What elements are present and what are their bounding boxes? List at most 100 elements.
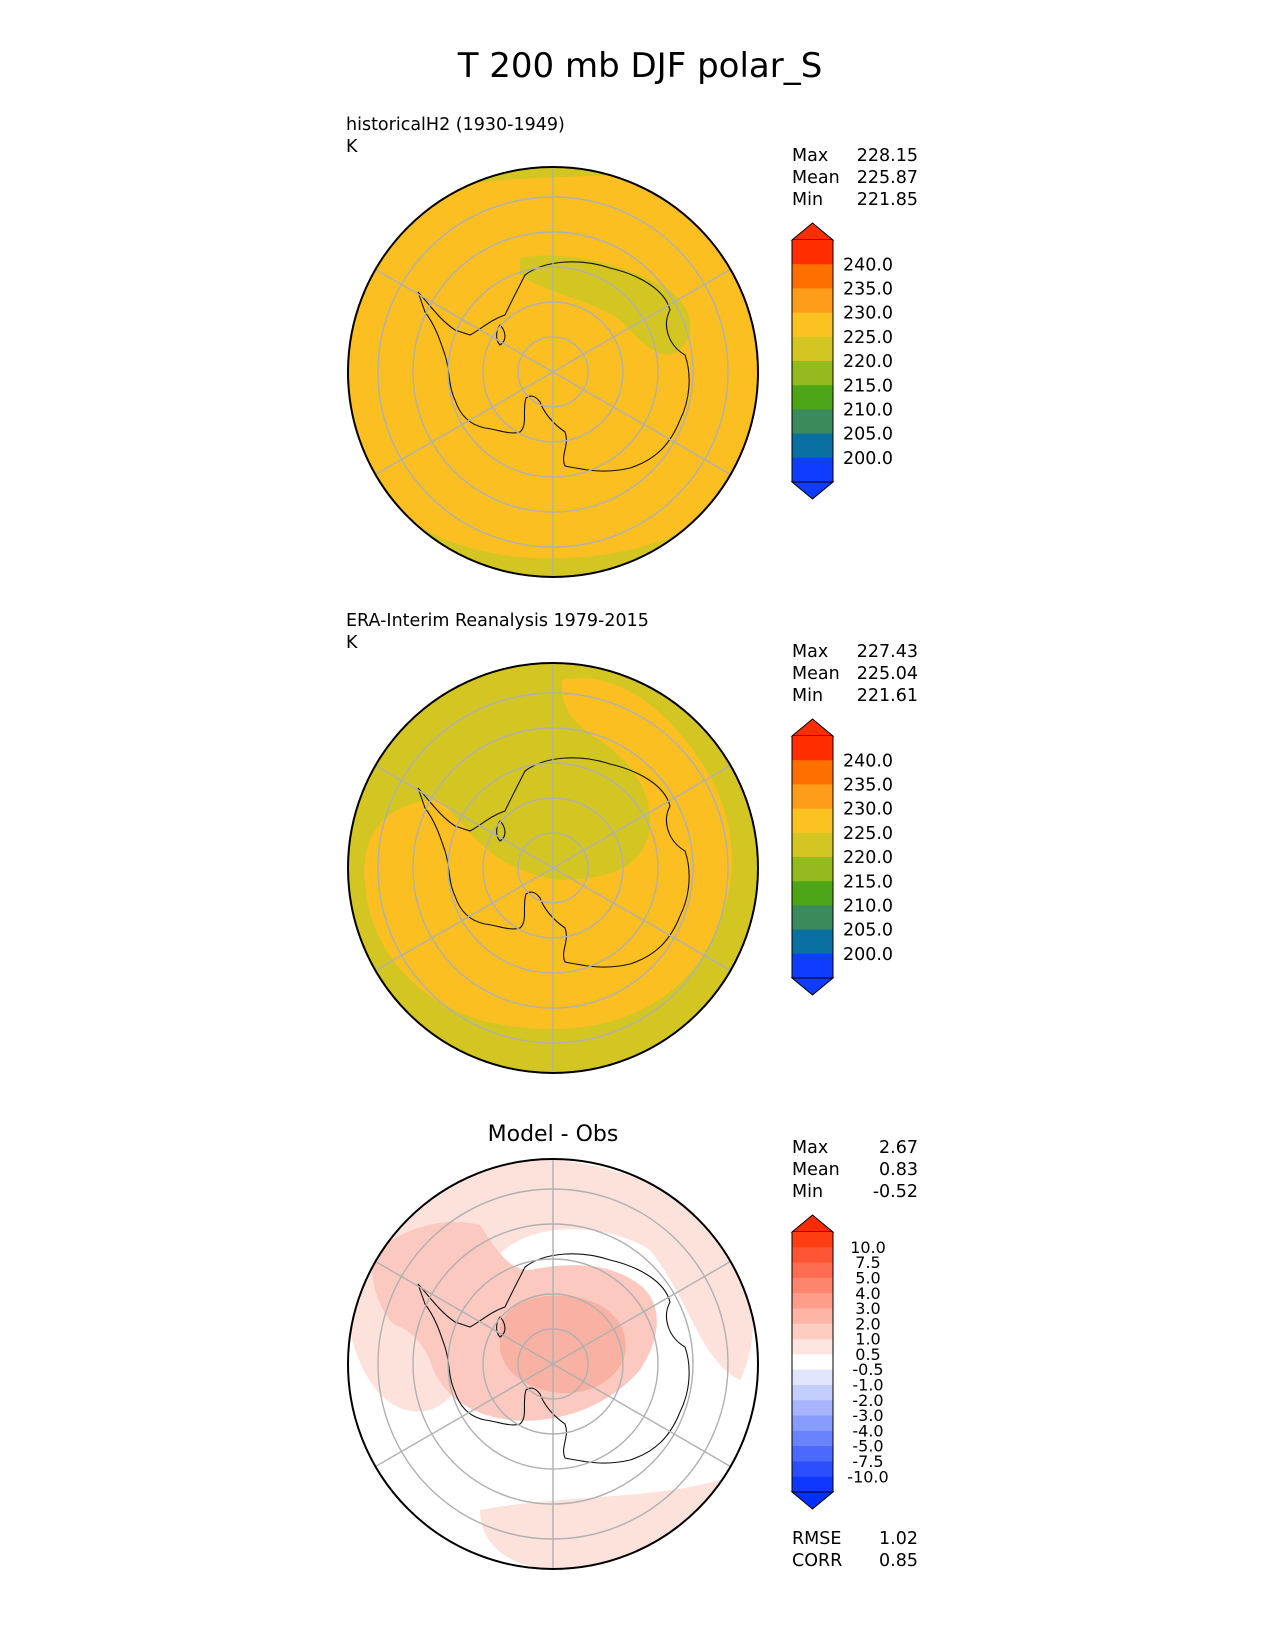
stat-mean-label: Mean [792,1160,840,1180]
colorbar-swatch [792,929,833,955]
colorbar-swatch [792,1476,833,1493]
colorbar-tick-label: 205.0 [843,425,893,445]
panel-model: historicalH2 (1930-1949) K Max 228.15 Me… [346,115,918,578]
colorbar-tick-label: 3.0 [855,1299,880,1318]
colorbar-tick-labels: 10.07.55.04.03.02.01.00.5-0.5-1.0-2.0-3.… [847,1238,888,1486]
colorbar-tick-label: 215.0 [843,872,893,892]
colorbar-tick-labels: 240.0 235.0 230.0 225.0 220.0 215.0 210.0 205.0… [843,255,893,469]
colorbar-tick-label: 235.0 [843,776,893,796]
colorbar-tick-label: -7.5 [852,1452,883,1471]
panel-model-units: K [346,137,358,157]
graticule [375,1159,731,1569]
stat-max-label: Max [792,1138,828,1158]
colorbar-swatch [792,857,833,882]
panel-obs-colorbar: 240.0 235.0 230.0 225.0 220.0 215.0 210.0 205.0… [790,718,893,996]
stat-min-label: Min [792,190,823,210]
stat-min-value: -0.52 [873,1182,918,1202]
colorbar-tick-label: -1.0 [852,1376,883,1395]
stat-mean-value: 0.83 [879,1160,918,1180]
panel-obs: ERA-Interim Reanalysis 1979-2015 K Max 2… [346,611,918,1074]
panel-diff: Model - Obs Max 2.67 Mean 0.83 Min -0.52 [347,1122,918,1571]
colorbar-extend-top [790,222,835,241]
stat-min-label: Min [792,1182,823,1202]
colorbar-swatch [792,1415,833,1432]
colorbar-swatch [792,1308,833,1325]
colorbar-swatch [792,1247,833,1264]
colorbar-tick-label: 2.0 [855,1314,880,1333]
stat-max-value: 2.67 [879,1138,918,1158]
colorbar-tick-label: 7.5 [855,1253,880,1272]
colorbar-tick-label: 225.0 [843,328,893,348]
stat-corr-label: CORR [792,1551,842,1571]
stat-rmse-label: RMSE [792,1529,841,1549]
colorbar-swatches [790,222,835,500]
colorbar-swatch [792,288,833,314]
colorbar-extend-top [790,1214,835,1233]
colorbar-tick-label: 10.0 [850,1238,886,1257]
colorbar-tick-label: 235.0 [843,280,893,300]
stat-min-value: 221.85 [857,190,918,210]
map-field-strong [500,1295,626,1394]
colorbar-tick-label: 215.0 [843,376,893,396]
colorbar-tick-label: 225.0 [843,824,893,844]
panel-model-colorbar: 240.0 235.0 230.0 225.0 220.0 215.0 210.0 205.0… [790,222,893,500]
figure-title: T 200 mb DJF polar_S [457,46,823,86]
colorbar-tick-label: 230.0 [843,304,893,324]
panel-diff-stats: Max 2.67 Mean 0.83 Min -0.52 [792,1138,918,1202]
stat-corr-value: 0.85 [879,1551,918,1571]
colorbar-swatch [792,264,833,289]
colorbar-tick-label: 205.0 [843,921,893,941]
colorbar-swatches [790,1214,835,1510]
colorbar-tick-label: -2.0 [852,1391,883,1410]
colorbar-extend-bottom [790,977,835,996]
colorbar-swatch [792,361,833,386]
colorbar-tick-label: 240.0 [843,751,893,771]
graticule [375,663,731,1073]
panel-diff-map [347,1158,759,1570]
stat-max-value: 227.43 [857,642,918,662]
colorbar-swatches [790,718,835,996]
colorbar-extend-top [790,718,835,737]
panel-obs-stats: Max 227.43 Mean 225.04 Min 221.61 [792,642,918,706]
colorbar-tick-labels: 240.0 235.0 230.0 225.0 220.0 215.0 210.0 205.0… [843,751,893,965]
panel-obs-map [347,662,759,1074]
stat-min-label: Min [792,686,823,706]
stat-mean-value: 225.04 [857,664,918,684]
colorbar-swatch [792,1293,833,1309]
colorbar-swatch [792,1354,833,1371]
colorbar-tick-label: 5.0 [855,1268,880,1287]
stat-max-value: 228.15 [857,146,918,166]
colorbar-swatch [792,240,833,265]
colorbar-tick-label: 200.0 [843,449,893,469]
panel-model-stats: Max 228.15 Mean 225.87 Min 221.85 [792,146,918,210]
colorbar-swatch [792,312,833,338]
colorbar-swatch [792,336,833,362]
colorbar-swatch [792,1400,833,1417]
stat-mean-label: Mean [792,664,840,684]
colorbar-swatch [792,1339,833,1355]
colorbar-extend-bottom [790,481,835,500]
panel-diff-error-stats: RMSE 1.02 CORR 0.85 [792,1529,918,1571]
colorbar-tick-label: 230.0 [843,800,893,820]
colorbar-tick-label: -3.0 [852,1406,883,1425]
colorbar-tick-label: 1.0 [855,1330,880,1349]
panel-diff-title: Model - Obs [488,1122,619,1147]
colorbar-tick-label: -0.5 [852,1360,883,1379]
colorbar-tick-label: 200.0 [843,945,893,965]
panel-diff-colorbar: 10.07.55.04.03.02.01.00.5-0.5-1.0-2.0-3.… [790,1214,889,1510]
colorbar-tick-label: 210.0 [843,401,893,421]
colorbar-swatch [792,1461,833,1478]
colorbar-swatch [792,409,833,435]
colorbar-swatch [792,457,833,483]
colorbar-tick-label: -5.0 [852,1437,883,1456]
colorbar-tick-label: 220.0 [843,848,893,868]
colorbar-swatch [792,905,833,931]
graticule [375,167,731,577]
colorbar-swatch [792,1384,833,1401]
colorbar-swatch [792,1232,833,1248]
panel-obs-label: ERA-Interim Reanalysis 1979-2015 [346,611,649,631]
colorbar-swatch [792,736,833,761]
map-field-warm-band [364,678,732,1030]
colorbar-swatch [792,433,833,459]
colorbar-swatch [792,1369,833,1386]
